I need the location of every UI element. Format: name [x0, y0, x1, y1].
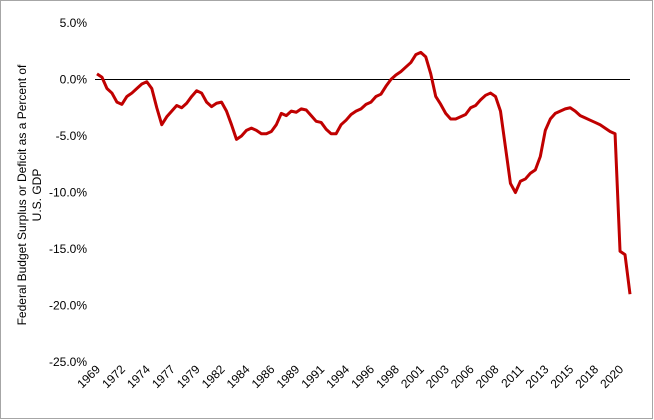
y-tick-label: -20.0%: [49, 299, 87, 313]
y-tick-label: 5.0%: [60, 16, 88, 30]
y-tick-label: -15.0%: [49, 242, 87, 256]
y-tick-label: -10.0%: [49, 186, 87, 200]
deficit-line: [96, 50, 632, 295]
y-tick-label: -25.0%: [49, 355, 87, 369]
y-tick-label: -5.0%: [56, 129, 88, 143]
y-tick-label: 0.0%: [60, 73, 88, 87]
y-axis-label: U.S. GDP: [30, 169, 44, 222]
y-axis-label: Federal Budget Surplus or Deficit as a P…: [15, 64, 29, 325]
